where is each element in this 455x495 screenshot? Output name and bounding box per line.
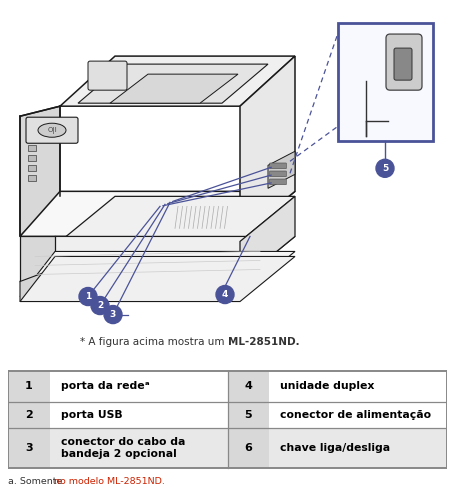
Polygon shape [20,251,295,297]
FancyBboxPatch shape [270,163,286,169]
Polygon shape [20,256,295,301]
Text: porta USB: porta USB [61,410,122,420]
Text: 5: 5 [244,410,252,420]
FancyBboxPatch shape [394,48,412,80]
Text: 2: 2 [25,410,33,420]
Polygon shape [20,268,55,301]
Polygon shape [240,197,295,282]
Bar [28,145,36,151]
Bar [8,428,50,468]
Text: no modelo ML-2851ND.: no modelo ML-2851ND. [54,477,165,486]
Bar [8,371,50,402]
Bar [269,428,447,468]
Text: 1: 1 [25,381,33,391]
Text: 1: 1 [85,292,91,301]
Bar [228,428,269,468]
Polygon shape [20,106,60,237]
Text: a. Somente: a. Somente [8,477,66,486]
Circle shape [79,288,97,305]
Bar [228,402,269,428]
Bar [28,175,36,181]
Text: chave liga/desliga: chave liga/desliga [280,443,390,453]
Polygon shape [78,64,268,103]
Text: 6: 6 [244,443,252,453]
Polygon shape [20,237,55,282]
Text: conector de alimentação: conector de alimentação [280,410,431,420]
FancyBboxPatch shape [270,171,286,177]
Bar [50,428,228,468]
Bar [228,371,269,402]
Polygon shape [60,197,295,242]
Polygon shape [20,192,295,237]
Bar [28,155,36,161]
Polygon shape [110,74,238,103]
Circle shape [376,159,394,177]
FancyBboxPatch shape [88,61,127,90]
Polygon shape [240,56,295,237]
Text: 3: 3 [25,443,33,453]
Circle shape [216,286,234,303]
Polygon shape [20,237,295,282]
FancyBboxPatch shape [270,179,286,185]
Circle shape [91,297,109,314]
Text: porta da redeᵃ: porta da redeᵃ [61,381,149,391]
Text: 5: 5 [382,164,388,173]
Text: * A figura acima mostra um: * A figura acima mostra um [80,337,228,347]
Text: ML-2851ND.: ML-2851ND. [228,337,300,347]
Text: 3: 3 [110,310,116,319]
Bar [28,165,36,171]
Circle shape [104,305,122,324]
Text: unidade duplex: unidade duplex [280,381,374,391]
Bar [338,23,433,141]
Text: 2: 2 [97,301,103,310]
Bar [8,402,50,428]
Text: 4: 4 [244,381,252,391]
Polygon shape [268,151,295,188]
FancyBboxPatch shape [26,117,78,143]
Polygon shape [60,56,295,106]
Text: 4: 4 [222,290,228,299]
FancyBboxPatch shape [386,34,422,90]
Text: conector do cabo da
bandeja 2 opcional: conector do cabo da bandeja 2 opcional [61,437,185,459]
Ellipse shape [38,123,66,137]
Text: O|I: O|I [47,127,57,134]
